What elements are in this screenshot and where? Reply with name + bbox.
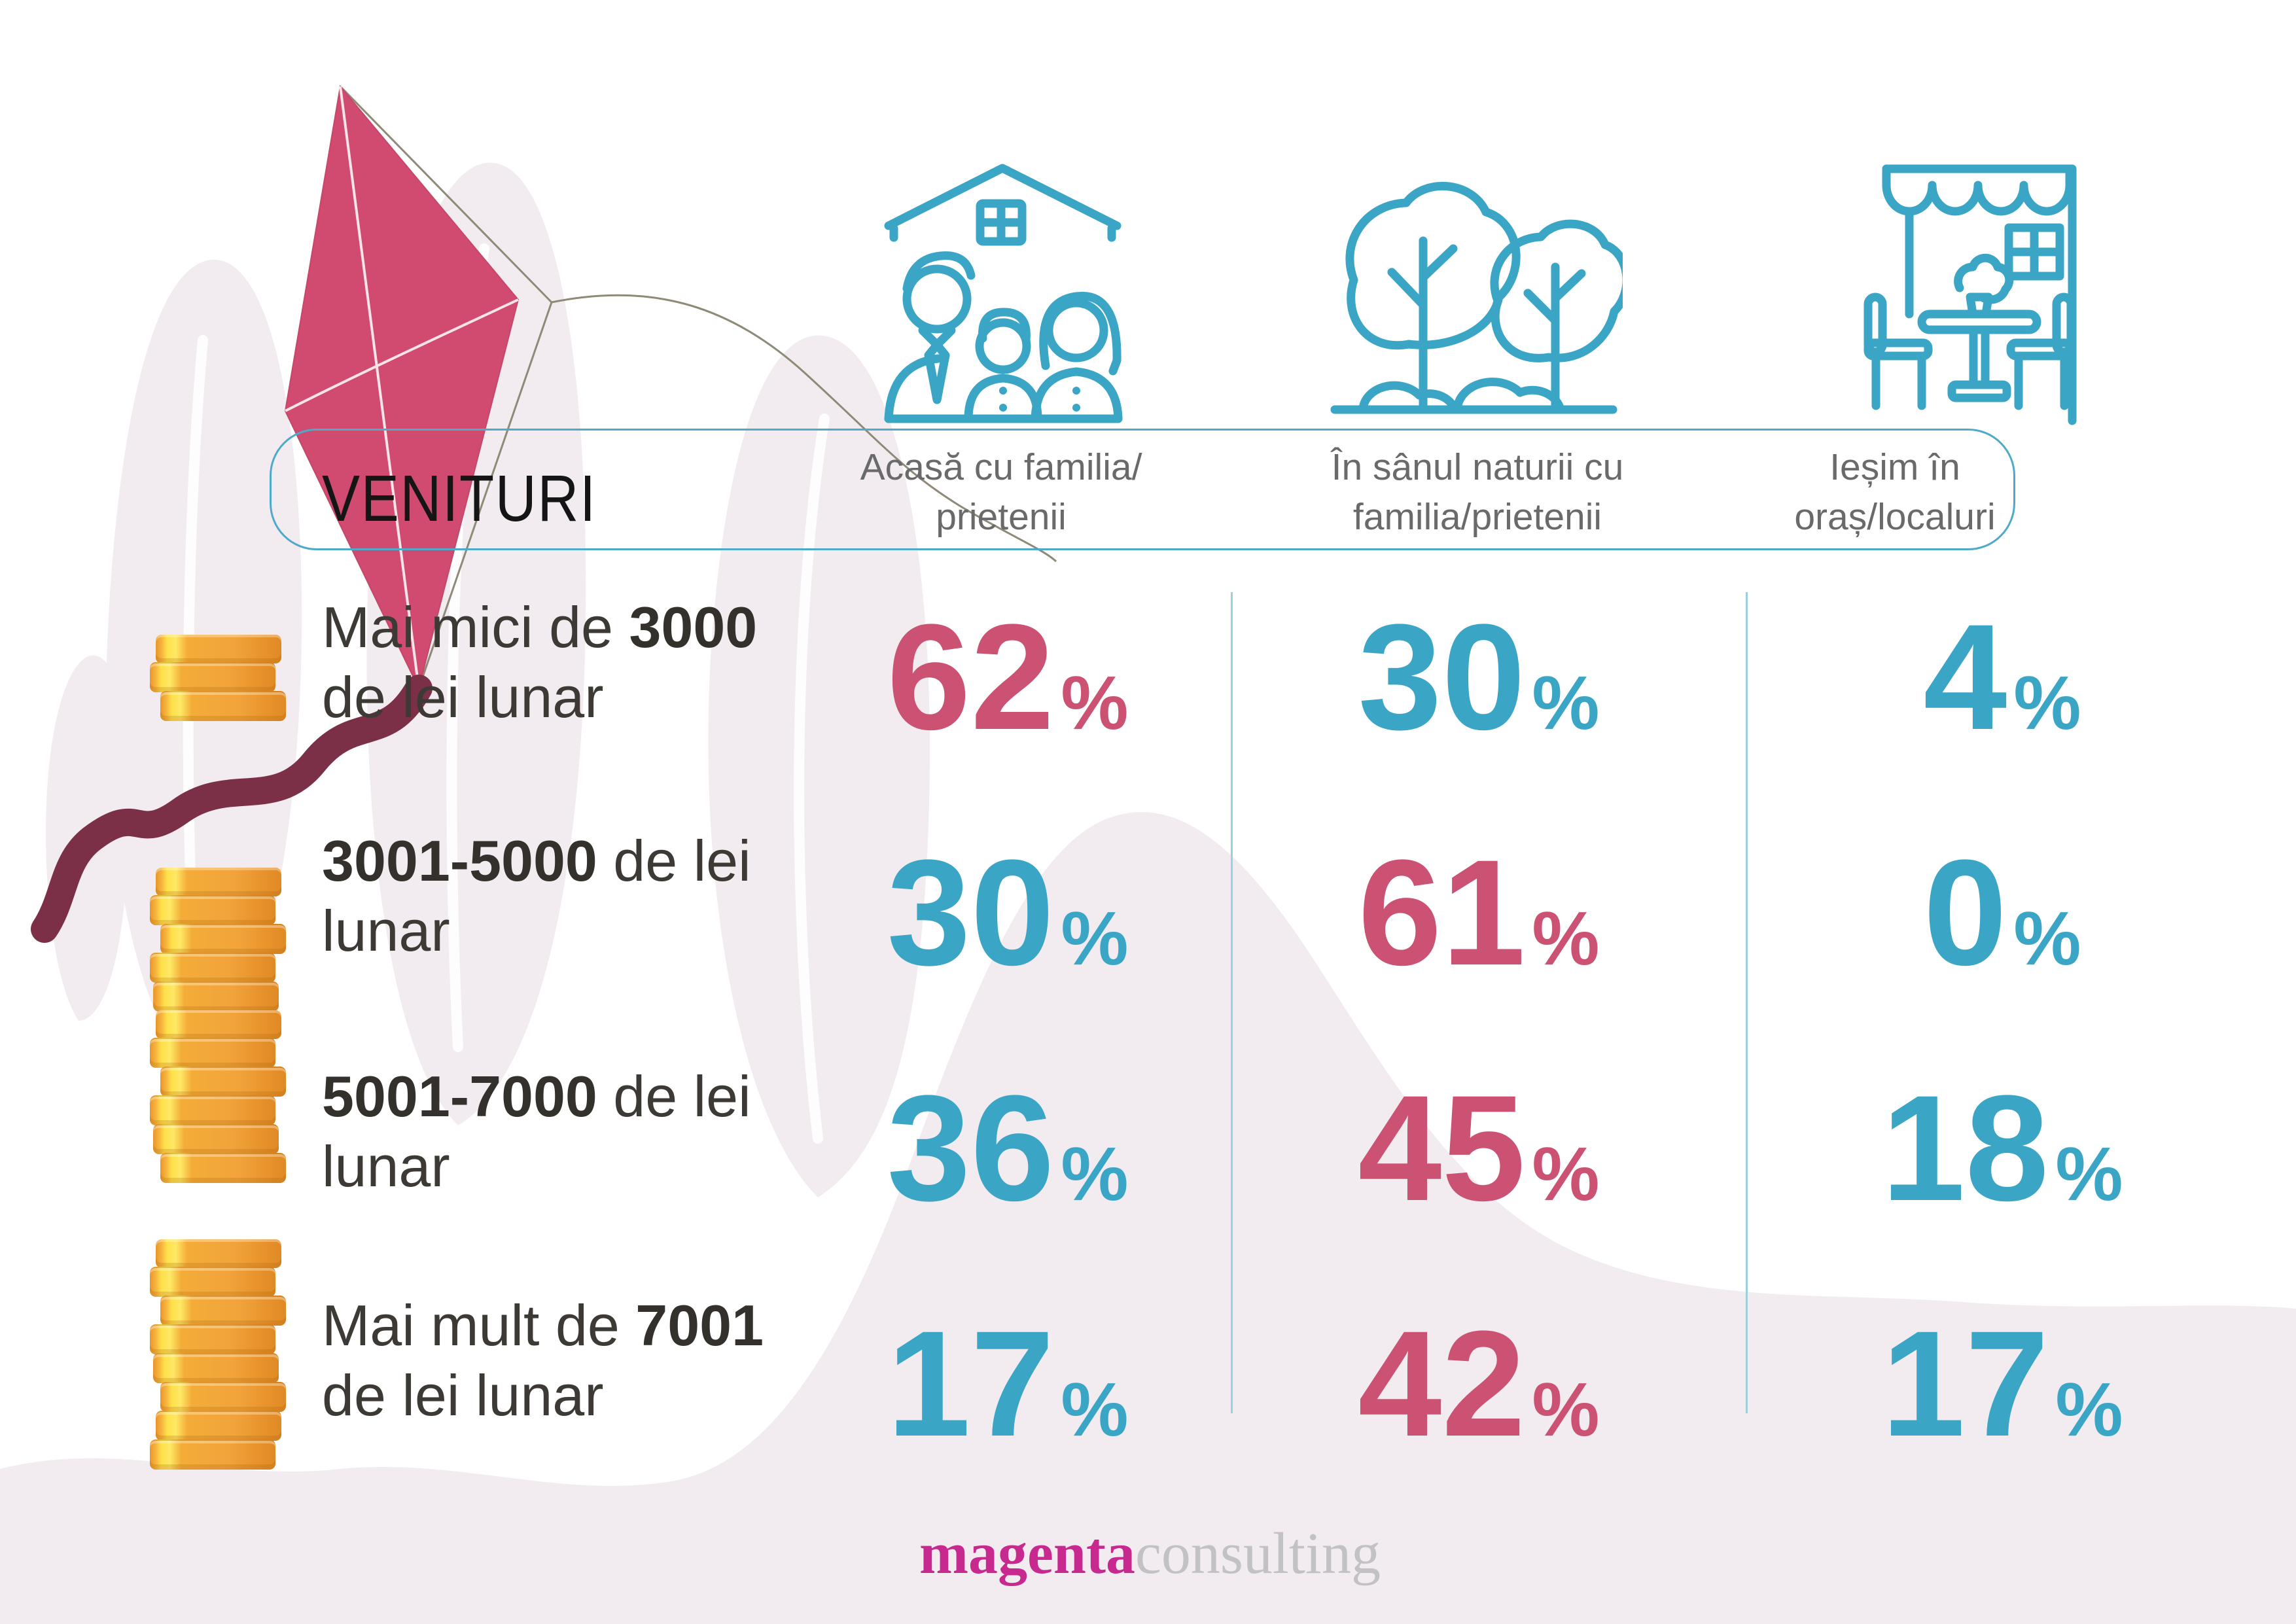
tree-silhouette (708, 335, 930, 1197)
income-row-label: Mai mici de 3000 de lei lunar (322, 595, 758, 730)
coin (150, 1439, 275, 1470)
coin (156, 1010, 281, 1039)
coin (160, 924, 286, 954)
coin (156, 635, 281, 663)
value-home-row1: 62% (887, 593, 1129, 761)
house-family-icon (870, 147, 1135, 429)
coin-stack (150, 1010, 286, 1183)
coin (153, 1124, 279, 1154)
coin (150, 953, 275, 983)
page-title: VENITURI (322, 466, 638, 531)
coin (153, 981, 279, 1012)
coin (150, 1324, 275, 1354)
coin-stack (150, 1239, 286, 1470)
income-row-label: 3001-5000 de lei lunar (322, 828, 751, 964)
kite-spar (285, 298, 519, 412)
coin (160, 1382, 286, 1412)
coin (150, 662, 275, 692)
coin (160, 1153, 286, 1183)
logo-secondary-text: consulting (1135, 1521, 1381, 1586)
header-box (270, 429, 2015, 550)
coin (160, 1067, 286, 1097)
cafe-terrace-icon (1848, 149, 2110, 431)
logo-primary-text: magenta (919, 1521, 1135, 1586)
value-nature-row4: 42% (1358, 1299, 1600, 1468)
coin (160, 691, 286, 721)
coin (150, 1095, 275, 1125)
hill-silhouette (0, 812, 2296, 1624)
column-header-city: Ieșim în oraș/localuri (1794, 446, 1996, 538)
kite-bridle-line (417, 302, 553, 689)
value-home-row4: 17% (887, 1299, 1129, 1468)
trees-nature-icon (1325, 149, 1631, 427)
coin-stack (150, 868, 286, 1012)
coin (150, 895, 275, 925)
coin (156, 1411, 281, 1441)
income-row-label: 5001-7000 de lei lunar (322, 1064, 751, 1199)
kite-spar (339, 86, 420, 689)
kite-string (551, 294, 1057, 563)
coin-stack (150, 635, 286, 721)
value-city-row4: 17% (1881, 1299, 2123, 1468)
value-nature-row2: 61% (1358, 828, 1600, 997)
kite-bridle-line (339, 85, 553, 304)
value-nature-row1: 30% (1358, 593, 1600, 761)
coin (153, 1353, 279, 1383)
column-divider (1746, 592, 1748, 1413)
value-city-row2: 0% (1923, 828, 2081, 997)
coin (150, 1267, 275, 1297)
value-home-row2: 30% (887, 828, 1129, 997)
value-home-row3: 36% (887, 1064, 1129, 1232)
income-row-label: Mai mult de 7001 de lei lunar (322, 1293, 764, 1428)
value-city-row1: 4% (1923, 593, 2081, 761)
column-divider (1231, 592, 1233, 1413)
coin (156, 1239, 281, 1268)
magenta-consulting-logo: magentaconsulting (919, 1525, 1381, 1583)
coin (150, 1038, 275, 1068)
column-header-home: Acasă cu familia/ prietenii (860, 446, 1142, 538)
tree-vein (794, 414, 830, 1144)
value-nature-row3: 45% (1358, 1064, 1600, 1232)
kite-tail (31, 675, 433, 943)
page-title-text: VENITURI (322, 462, 597, 535)
value-city-row3: 18% (1881, 1064, 2123, 1232)
coin (156, 868, 281, 896)
column-header-nature: În sânul naturii cu familia/prietenii (1331, 446, 1624, 538)
coin (160, 1296, 286, 1326)
